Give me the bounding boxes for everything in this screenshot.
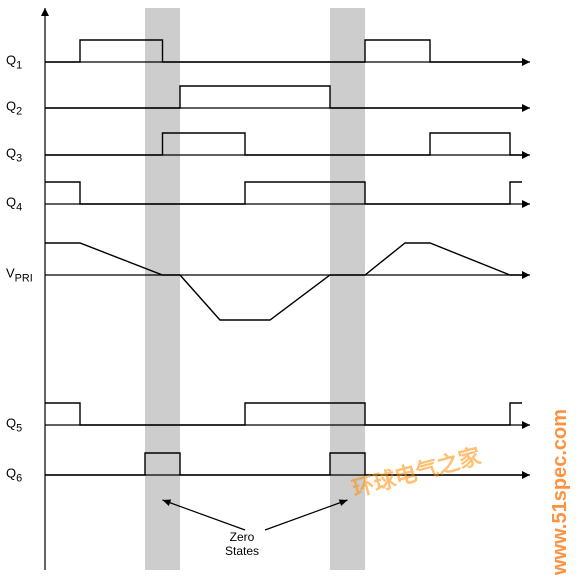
signal-label-Q3: Q3 bbox=[6, 146, 22, 165]
signal-label-Q5: Q5 bbox=[6, 416, 22, 435]
signal-label-Q4: Q4 bbox=[6, 195, 22, 214]
signal-label-VPRI: VPRI bbox=[6, 266, 33, 285]
signal-label-Q2: Q2 bbox=[6, 99, 22, 118]
signal-label-Q6: Q6 bbox=[6, 466, 22, 485]
zero-states-label: ZeroStates bbox=[225, 530, 259, 558]
signal-label-Q1: Q1 bbox=[6, 53, 22, 72]
watermark-url: www.51spec.com bbox=[549, 409, 572, 575]
timing-diagram-container: Q1Q2Q3Q4VPRIQ5Q6 ZeroStates 环球电气之家 www.5… bbox=[0, 0, 580, 585]
zero-states-text: ZeroStates bbox=[225, 530, 259, 558]
timing-diagram-svg bbox=[0, 0, 580, 585]
